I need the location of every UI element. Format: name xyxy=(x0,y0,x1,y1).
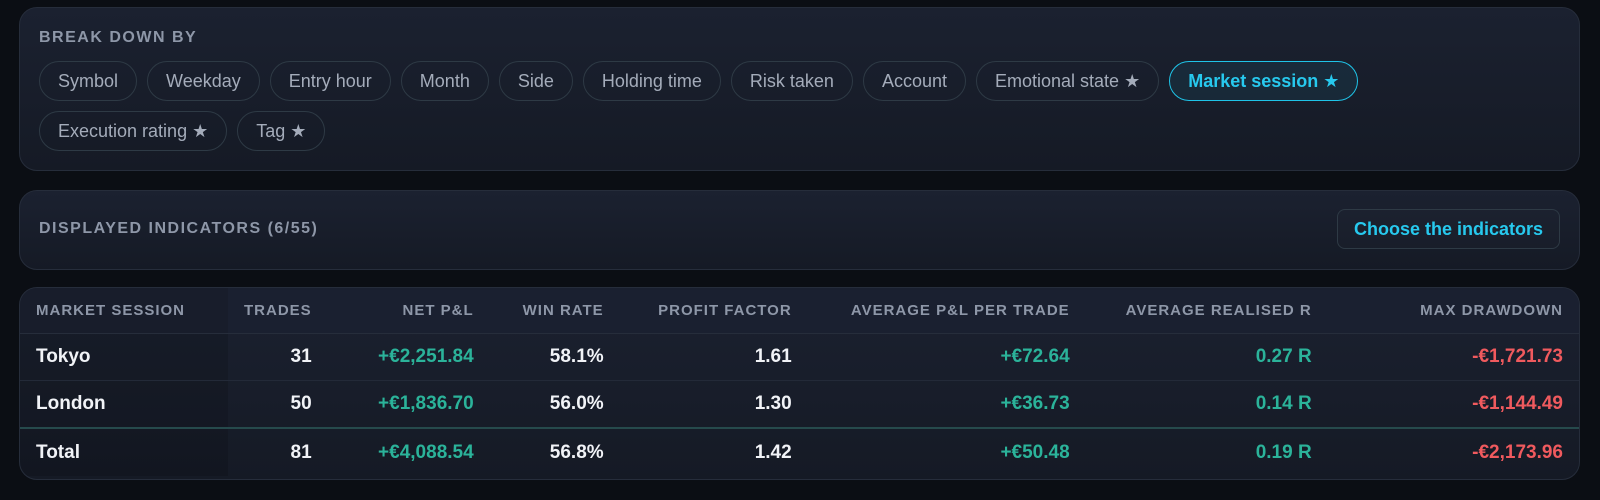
col-trades[interactable]: TRADES xyxy=(228,288,328,334)
total-avg-r: 0.19 R xyxy=(1085,427,1328,476)
total-net-pnl: +€4,088.54 xyxy=(327,427,490,476)
table-header-row: MARKET SESSION TRADES NET P&L WIN RATE P… xyxy=(20,288,1579,334)
col-profit-factor[interactable]: PROFIT FACTOR xyxy=(619,288,808,334)
cell-win-rate: 56.0% xyxy=(489,380,620,429)
results-table: MARKET SESSION TRADES NET P&L WIN RATE P… xyxy=(20,288,1579,476)
chip-row-1: Symbol Weekday Entry hour Month Side Hol… xyxy=(39,61,1539,101)
choose-indicators-button[interactable]: Choose the indicators xyxy=(1336,209,1560,249)
chip-emotional-state[interactable]: Emotional state ★ xyxy=(976,61,1160,101)
cell-profit-factor: 1.30 xyxy=(619,380,808,429)
breakdown-chips: Symbol Weekday Entry hour Month Side Hol… xyxy=(39,61,1539,161)
cell-profit-factor: 1.61 xyxy=(619,333,808,381)
total-win-rate: 56.8% xyxy=(489,427,620,476)
chip-weekday[interactable]: Weekday xyxy=(147,61,260,101)
cell-session: Tokyo xyxy=(20,333,228,381)
chip-market-session[interactable]: Market session ★ xyxy=(1169,61,1359,101)
cell-max-drawdown: -€1,721.73 xyxy=(1327,333,1579,381)
cell-avg-pnl: +€72.64 xyxy=(807,333,1086,381)
chip-tag[interactable]: Tag ★ xyxy=(237,111,326,151)
chip-month[interactable]: Month xyxy=(400,61,489,101)
cell-trades: 50 xyxy=(228,380,328,429)
cell-win-rate: 58.1% xyxy=(489,333,620,381)
total-max-drawdown: -€2,173.96 xyxy=(1327,427,1579,476)
cell-trades: 31 xyxy=(228,333,328,381)
col-net-pnl[interactable]: NET P&L xyxy=(327,288,490,334)
col-max-drawdown[interactable]: MAX DRAWDOWN xyxy=(1327,288,1579,334)
chip-account[interactable]: Account xyxy=(862,61,966,101)
total-avg-pnl: +€50.48 xyxy=(807,427,1086,476)
table-row[interactable]: Tokyo 31 +€2,251.84 58.1% 1.61 +€72.64 0… xyxy=(20,333,1579,381)
chip-side[interactable]: Side xyxy=(498,61,573,101)
total-profit-factor: 1.42 xyxy=(619,427,808,476)
col-avg-r[interactable]: AVERAGE REALISED R xyxy=(1085,288,1328,334)
cell-session: London xyxy=(20,380,228,429)
chip-holding-time[interactable]: Holding time xyxy=(582,61,721,101)
col-win-rate[interactable]: WIN RATE xyxy=(489,288,620,334)
col-market-session[interactable]: MARKET SESSION xyxy=(20,288,228,334)
table-total-row: Total 81 +€4,088.54 56.8% 1.42 +€50.48 0… xyxy=(20,427,1579,476)
indicators-label: DISPLAYED INDICATORS (6/55) xyxy=(39,220,319,237)
chip-risk-taken[interactable]: Risk taken xyxy=(730,61,853,101)
total-trades: 81 xyxy=(228,427,328,476)
cell-net-pnl: +€2,251.84 xyxy=(327,333,490,381)
indicators-panel: DISPLAYED INDICATORS (6/55) Choose the i… xyxy=(19,190,1580,270)
cell-net-pnl: +€1,836.70 xyxy=(327,380,490,429)
breakdown-label: BREAK DOWN BY xyxy=(39,29,198,46)
cell-avg-r: 0.27 R xyxy=(1085,333,1328,381)
cell-avg-r: 0.14 R xyxy=(1085,380,1328,429)
col-avg-pnl[interactable]: AVERAGE P&L PER TRADE xyxy=(807,288,1086,334)
cell-max-drawdown: -€1,144.49 xyxy=(1327,380,1579,429)
chip-execution-rating[interactable]: Execution rating ★ xyxy=(39,111,228,151)
total-label: Total xyxy=(20,427,228,476)
chip-symbol[interactable]: Symbol xyxy=(39,61,138,101)
breakdown-panel: BREAK DOWN BY Symbol Weekday Entry hour … xyxy=(19,7,1580,171)
cell-avg-pnl: +€36.73 xyxy=(807,380,1086,429)
table-row[interactable]: London 50 +€1,836.70 56.0% 1.30 +€36.73 … xyxy=(20,380,1579,429)
chip-entry-hour[interactable]: Entry hour xyxy=(269,61,391,101)
results-table-panel: MARKET SESSION TRADES NET P&L WIN RATE P… xyxy=(19,287,1580,480)
chip-row-2: Execution rating ★ Tag ★ xyxy=(39,111,1539,151)
